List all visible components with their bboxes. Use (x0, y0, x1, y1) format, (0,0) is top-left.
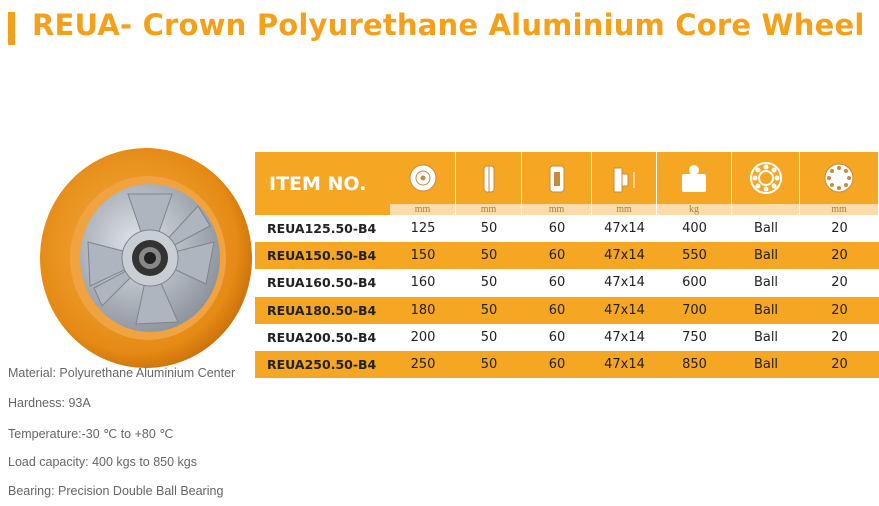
title: REUA- Crown Polyurethane Aluminium Core … (32, 8, 865, 42)
unit-cell: mm (592, 204, 656, 215)
value-cell: Ball (732, 351, 800, 379)
value-cell: 50 (456, 242, 522, 270)
value-cell: 60 (522, 296, 592, 324)
icon-cell (390, 152, 455, 204)
value-cell: 50 (456, 351, 522, 379)
icon-cell (592, 152, 656, 204)
icon (682, 165, 706, 192)
icon (824, 163, 854, 193)
item-cell: REUA160.50-B4 (255, 269, 390, 297)
icon-cell (657, 152, 731, 204)
value-cell: 47x14 (592, 215, 657, 243)
value-cell: 60 (522, 323, 592, 351)
value-cell: 50 (456, 215, 522, 243)
value-cell: 850 (657, 351, 732, 379)
value-cell: Ball (732, 296, 800, 324)
unit-cell: mm (800, 204, 878, 215)
value-cell: 20 (800, 351, 879, 379)
spec-line: Load capacity: 400 kgs to 850 kgs (8, 455, 198, 469)
item-cell: REUA180.50-B4 (255, 296, 390, 324)
unit-cell: kg (657, 204, 731, 215)
value-cell: 20 (800, 215, 879, 243)
value-cell: Ball (732, 269, 800, 297)
value-cell: 20 (800, 242, 879, 270)
value-cell: 20 (800, 323, 879, 351)
value-cell: 50 (456, 296, 522, 324)
value-cell: 550 (657, 242, 732, 270)
value-cell: Ball (732, 323, 800, 351)
value-cell: 200 (390, 323, 456, 351)
value-cell: 20 (800, 269, 879, 297)
spec-line: Material: Polyurethane Aluminium Center (8, 366, 236, 380)
unit-cell: mm (456, 204, 521, 215)
value-cell: 50 (456, 323, 522, 351)
value-cell: 150 (390, 242, 456, 270)
header-cell: ITEM NO. (255, 152, 390, 215)
value-cell: 47x14 (592, 269, 657, 297)
icon-cell (732, 152, 799, 204)
item-cell: REUA250.50-B4 (255, 351, 390, 379)
value-cell: 600 (657, 269, 732, 297)
value-cell: 60 (522, 351, 592, 379)
spec-line: Temperature:-30 ℃ to +80 ℃ (8, 427, 174, 441)
value-cell: 700 (657, 296, 732, 324)
icon (749, 162, 782, 194)
value-cell: 60 (522, 242, 592, 270)
value-cell: Ball (732, 242, 800, 270)
value-cell: 60 (522, 269, 592, 297)
icon-cell (456, 152, 521, 204)
value-cell: 20 (800, 296, 879, 324)
unit-cell (732, 204, 799, 215)
value-cell: 60 (522, 215, 592, 243)
spec-line: Hardness: 93A (8, 396, 91, 410)
value-cell: 47x14 (592, 296, 657, 324)
value-cell: 50 (456, 269, 522, 297)
icon-cell (800, 152, 878, 204)
icon (549, 165, 564, 193)
unit-cell: mm (522, 204, 591, 215)
value-cell: 250 (390, 351, 456, 379)
wheel-image (40, 148, 252, 368)
item-cell: REUA150.50-B4 (255, 242, 390, 270)
value-cell: 125 (390, 215, 456, 243)
value-cell: 47x14 (592, 242, 657, 270)
icon (613, 167, 635, 193)
spec-line: Bearing: Precision Double Ball Bearing (8, 484, 224, 498)
value-cell: 750 (657, 323, 732, 351)
value-cell: 180 (390, 296, 456, 324)
item-cell: REUA200.50-B4 (255, 323, 390, 351)
icon-cell (522, 152, 591, 204)
value-cell: 47x14 (592, 351, 657, 379)
icon (483, 165, 494, 193)
unit-cell: mm (390, 204, 455, 215)
value-cell: Ball (732, 215, 800, 243)
value-cell: 47x14 (592, 323, 657, 351)
value-cell: 400 (657, 215, 732, 243)
icon (409, 164, 436, 192)
value-cell: 160 (390, 269, 456, 297)
title-bar (8, 12, 15, 45)
item-cell: REUA125.50-B4 (255, 215, 390, 243)
